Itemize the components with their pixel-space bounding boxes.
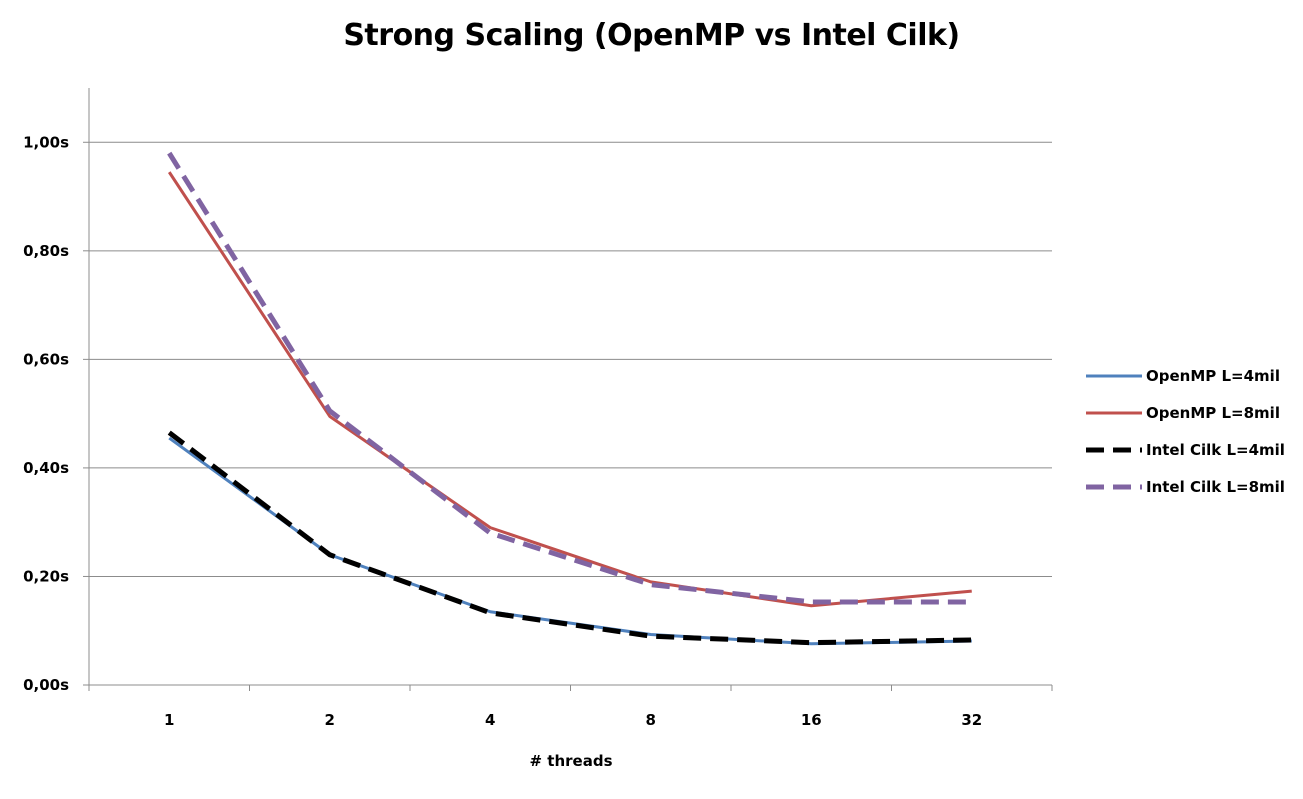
axes [83, 88, 1053, 691]
y-tick-label: 0,40s [23, 459, 69, 477]
legend-label-4: Intel Cilk L=8mil [1146, 478, 1285, 496]
series-line-3 [167, 430, 972, 646]
gridlines [89, 141, 1052, 577]
series-line-1 [168, 436, 972, 646]
legend-label-1: OpenMP L=4mil [1146, 367, 1280, 385]
legend-label-3: Intel Cilk L=4mil [1146, 441, 1285, 459]
y-tick-label: 1,00s [23, 133, 69, 151]
x-axis-title: # threads [530, 752, 613, 770]
x-tick-label: 8 [646, 711, 656, 729]
y-tick-label: 0,60s [23, 350, 69, 368]
legend: OpenMP L=4mil OpenMP L=8mil Intel Cilk L=4… [1086, 367, 1285, 496]
chart-title: Strong Scaling (OpenMP vs Intel Cilk) [343, 18, 960, 53]
series-line-4 [167, 151, 972, 605]
y-tick-label: 0,20s [23, 567, 69, 585]
x-tick-label: 2 [325, 711, 335, 729]
x-tick-label: 16 [801, 711, 822, 729]
x-tick-label: 1 [164, 711, 174, 729]
series-lines [167, 151, 972, 646]
series-line-2 [167, 171, 972, 608]
tick-labels: 0,00s 0,20s 0,40s 0,60s 0,80s 1,00s 1 2 4 8 16 32 [23, 133, 982, 729]
x-tick-label: 4 [485, 711, 495, 729]
x-tick-label: 32 [961, 711, 982, 729]
y-tick-label: 0,80s [23, 242, 69, 260]
legend-label-2: OpenMP L=8mil [1146, 404, 1280, 422]
y-tick-label: 0,00s [23, 676, 69, 694]
